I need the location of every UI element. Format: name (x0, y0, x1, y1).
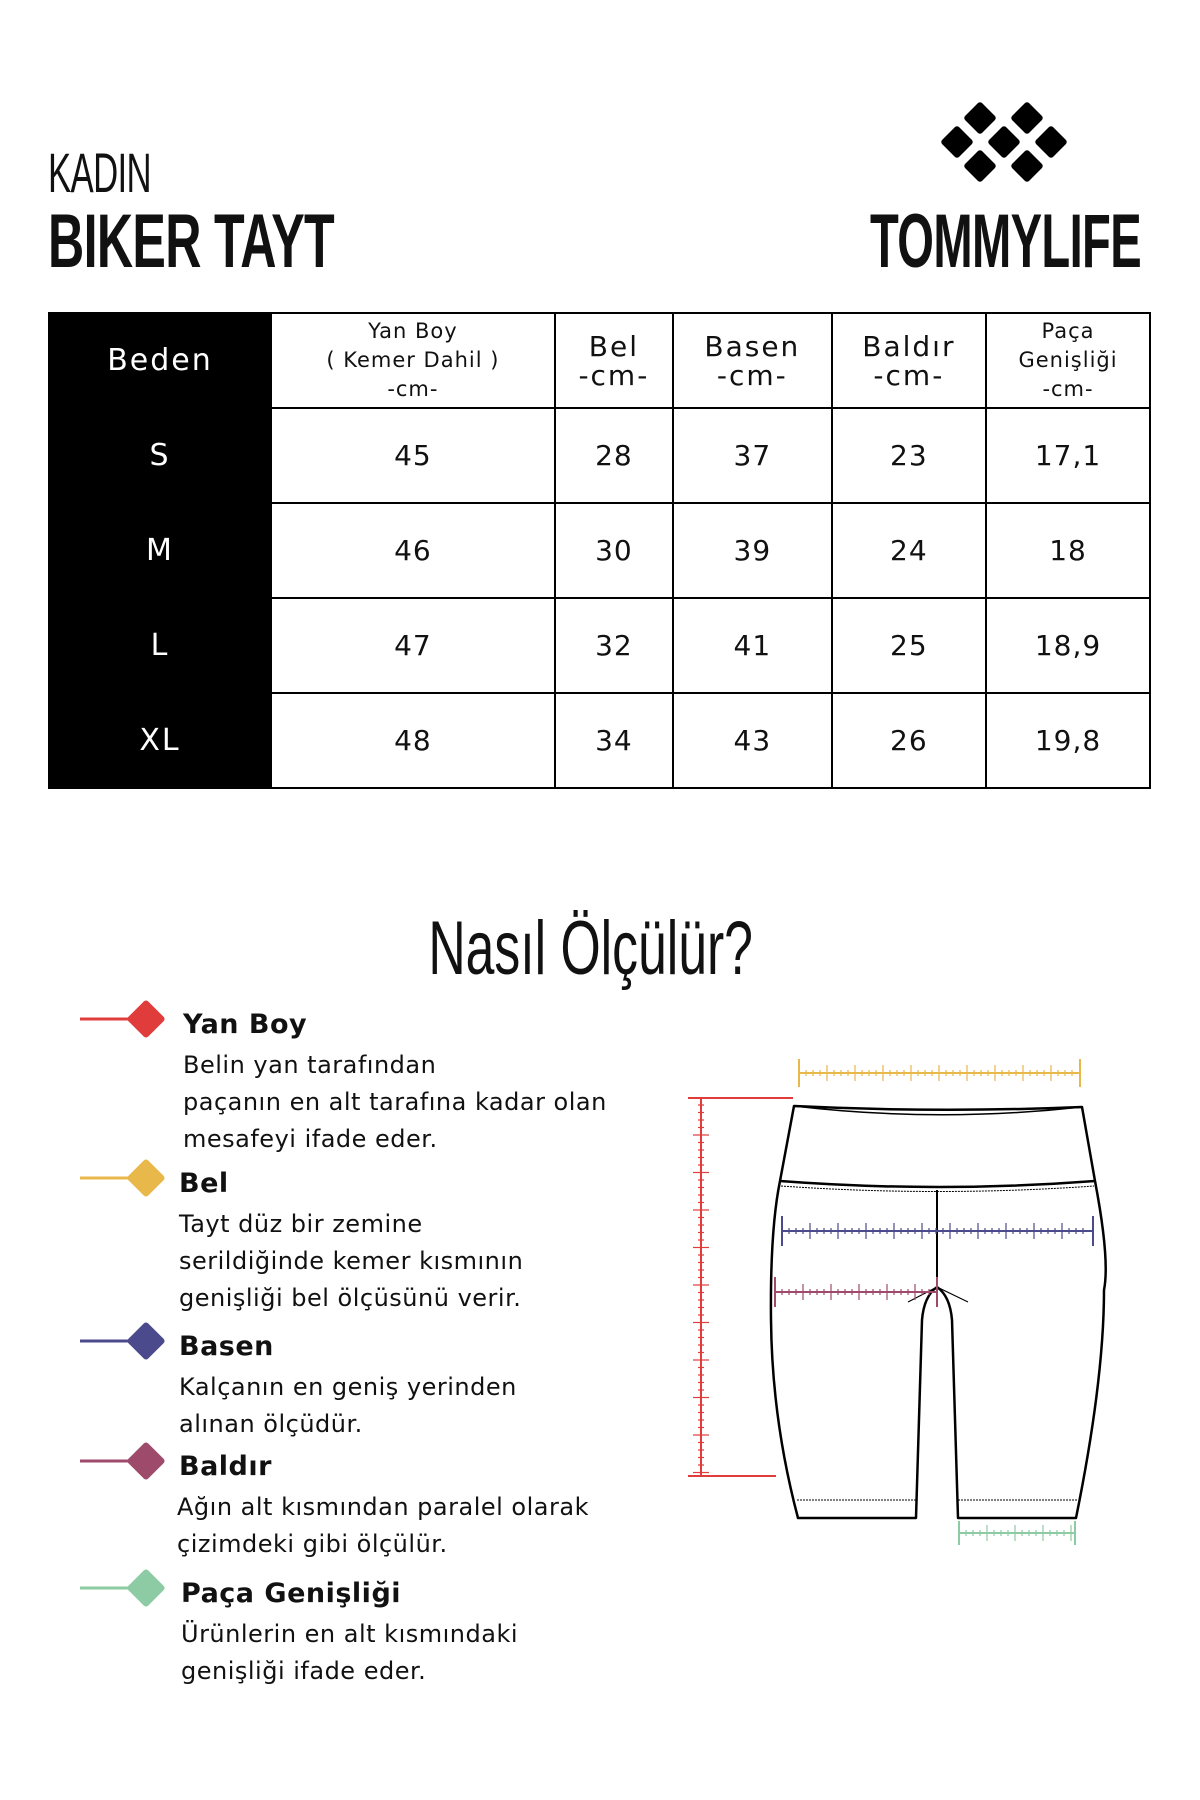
legend-title: Baldır (179, 1451, 272, 1482)
product-title: BIKER TAYT (48, 199, 335, 284)
desc-line: çizimdeki gibi ölçülür. (177, 1530, 448, 1558)
value-cell: 19,8 (985, 692, 1151, 789)
size-header: Beden (48, 312, 272, 409)
value-cell: 24 (830, 502, 988, 599)
desc-line: genişliği ifade eder. (181, 1657, 427, 1685)
value-cell: 25 (830, 597, 988, 694)
header-line: -cm- (578, 358, 650, 392)
header-line: -cm- (716, 358, 788, 392)
header-line: Bel (588, 329, 639, 363)
desc-line: Kalçanın en geniş yerinden (179, 1373, 517, 1401)
size-cell: S (48, 407, 272, 504)
col-header-bel: Bel -cm- (553, 312, 674, 409)
col-header-yan-boy: Yan Boy ( Kemer Dahil ) -cm- (270, 312, 556, 409)
legend-description: Ağın alt kısmından paralel olarak çizimde… (177, 1489, 589, 1563)
howto-title-wrap: Nasıl Ölçülür? (0, 905, 1182, 992)
value-cell: 39 (671, 502, 833, 599)
value-cell: 17,1 (985, 407, 1151, 504)
legend-title: Paça Genişliği (181, 1578, 402, 1609)
size-cell: M (48, 502, 272, 599)
value-cell: 37 (671, 407, 833, 504)
desc-line: mesafeyi ifade eder. (183, 1125, 438, 1153)
shorts-outline (769, 1104, 1107, 1520)
table-row: L 47 32 41 25 18,9 (48, 597, 1151, 694)
measurement-rulers (688, 1059, 1094, 1545)
value-cell: 32 (553, 597, 674, 694)
header-line: -cm- (873, 358, 945, 392)
legend-title: Bel (179, 1168, 229, 1199)
value-cell: 18,9 (985, 597, 1151, 694)
desc-line: Ağın alt kısmından paralel olarak (177, 1493, 589, 1521)
col-header-basen: Basen -cm- (671, 312, 833, 409)
header-line: ( Kemer Dahil ) (326, 348, 500, 372)
category-label: KADIN (48, 141, 152, 204)
legend-description: Ürünlerin en alt kısmındaki genişliği ifa… (181, 1616, 518, 1690)
value-cell: 46 (270, 502, 556, 599)
table-row: XL 48 34 43 26 19,8 (48, 692, 1151, 789)
table-header-row: Beden Yan Boy( Kemer Dahil ) -cm- Bel -cm-… (48, 312, 1151, 409)
desc-line: Tayt düz bir zemine (179, 1210, 423, 1238)
value-cell: 34 (553, 692, 674, 789)
howto-title: Nasıl Ölçülür? (428, 906, 754, 991)
header-line: -cm- (387, 377, 439, 401)
col-header-baldir: Baldır -cm- (830, 312, 988, 409)
yellow-diamond-marker-icon (80, 1159, 165, 1197)
legend-title: Basen (179, 1331, 274, 1362)
value-cell: 18 (985, 502, 1151, 599)
legend-title: Yan Boy (183, 1009, 308, 1040)
value-cell: 26 (830, 692, 988, 789)
desc-line: genişliği bel ölçüsünü verir. (179, 1284, 522, 1312)
brand-name: TOMMYLIFE (870, 199, 1142, 284)
legend-description: Kalçanın en geniş yerinden alınan ölçüdür… (179, 1369, 517, 1443)
size-table: Beden Yan Boy( Kemer Dahil ) -cm- Bel -cm-… (48, 312, 1151, 789)
header-line: Paça (1041, 319, 1095, 343)
desc-line: Ürünlerin en alt kısmındaki (181, 1620, 519, 1648)
value-cell: 41 (671, 597, 833, 694)
size-cell: XL (48, 692, 272, 789)
value-cell: 47 (270, 597, 556, 694)
value-cell: 23 (830, 407, 988, 504)
desc-line: paçanın en alt tarafına kadar olan (183, 1088, 607, 1116)
desc-line: serildiğinde kemer kısmının (179, 1247, 524, 1275)
header-line: Basen (704, 329, 801, 363)
table-row: M 46 30 39 24 18 (48, 502, 1151, 599)
maroon-diamond-marker-icon (80, 1442, 165, 1480)
col-header-paca: Paça Genişliği -cm- (985, 312, 1151, 409)
legend-description: Tayt düz bir zemine serildiğinde kemer kı… (179, 1206, 523, 1317)
legend-description: Belin yan tarafından paçanın en alt taraf… (183, 1047, 607, 1158)
value-cell: 45 (270, 407, 556, 504)
header-line: Genişliği (1018, 348, 1118, 372)
header-line: -cm- (1042, 377, 1094, 401)
red-diamond-marker-icon (80, 1000, 165, 1038)
brand-logo-icon (941, 102, 1067, 182)
value-cell: 30 (553, 502, 674, 599)
purple-diamond-marker-icon (80, 1322, 165, 1360)
value-cell: 43 (671, 692, 833, 789)
header-line: Baldır (862, 329, 956, 363)
desc-line: Belin yan tarafından (183, 1051, 437, 1079)
green-diamond-marker-icon (80, 1569, 165, 1607)
header-line: Yan Boy (368, 319, 458, 343)
value-cell: 48 (270, 692, 556, 789)
desc-line: alınan ölçüdür. (179, 1410, 363, 1438)
table-row: S 45 28 37 23 17,1 (48, 407, 1151, 504)
value-cell: 28 (553, 407, 674, 504)
size-cell: L (48, 597, 272, 694)
